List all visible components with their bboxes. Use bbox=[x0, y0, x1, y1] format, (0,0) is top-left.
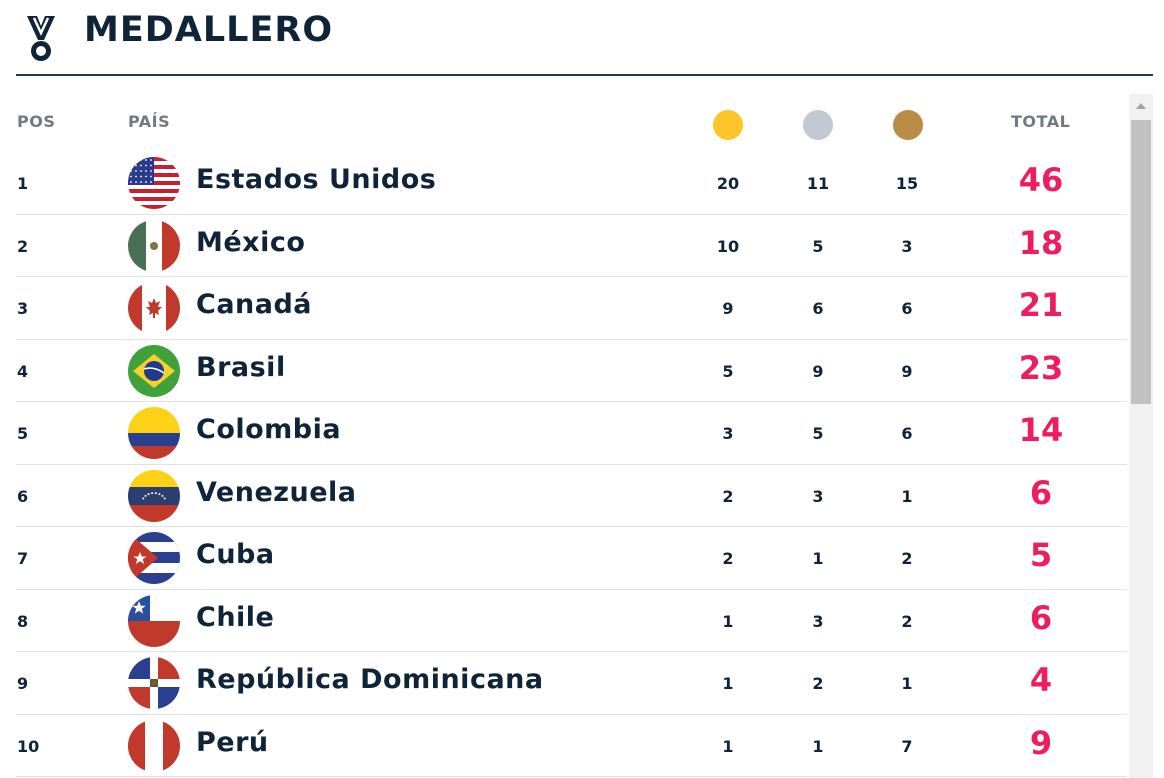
scrollbar[interactable] bbox=[1129, 94, 1153, 778]
page-header: MEDALLERO bbox=[16, 0, 1153, 76]
total-count: 6 bbox=[1029, 473, 1053, 512]
gold-count: 1 bbox=[722, 736, 734, 756]
flag-ven-icon bbox=[128, 469, 180, 522]
scroll-up-arrow-icon[interactable] bbox=[1129, 94, 1153, 118]
row-position: 9 bbox=[17, 674, 29, 693]
country-name: Cuba bbox=[196, 539, 275, 570]
total-count: 9 bbox=[1029, 723, 1053, 762]
bronze-count: 3 bbox=[901, 236, 913, 256]
bronze-count: 15 bbox=[895, 174, 919, 193]
column-header-total: TOTAL bbox=[1011, 112, 1071, 131]
bronze-count: 7 bbox=[901, 736, 913, 756]
row-position: 6 bbox=[17, 486, 29, 506]
gold-count: 10 bbox=[716, 236, 740, 256]
row-position: 10 bbox=[17, 736, 40, 756]
table-row: 9 República Dominicana 1 2 1 4 bbox=[16, 652, 1127, 715]
bronze-count: 6 bbox=[901, 424, 913, 443]
row-position: 5 bbox=[17, 424, 29, 443]
gold-count: 3 bbox=[722, 424, 734, 443]
total-count: 6 bbox=[1029, 598, 1053, 637]
row-position: 2 bbox=[17, 236, 29, 256]
gold-count: 1 bbox=[722, 611, 734, 631]
total-count: 46 bbox=[1018, 161, 1064, 199]
table-row: 5 Colombia 3 5 6 14 bbox=[16, 402, 1127, 465]
country-name: República Dominicana bbox=[196, 664, 544, 695]
gold-count: 9 bbox=[722, 299, 734, 318]
bronze-count: 6 bbox=[901, 299, 913, 318]
silver-count: 2 bbox=[812, 674, 824, 693]
row-position: 7 bbox=[17, 549, 29, 568]
country-name: México bbox=[196, 226, 306, 258]
gold-count: 5 bbox=[722, 361, 734, 381]
flag-mex-icon bbox=[128, 219, 180, 272]
table-row: 4 Brasil 5 9 9 23 bbox=[16, 340, 1127, 402]
silver-count: 6 bbox=[812, 299, 824, 318]
country-name: Venezuela bbox=[196, 476, 357, 508]
total-count: 21 bbox=[1018, 286, 1064, 324]
table-row: 10 Perú 1 1 7 9 bbox=[16, 715, 1127, 777]
bronze-count: 2 bbox=[901, 549, 913, 568]
country-name: Colombia bbox=[196, 414, 342, 445]
gold-medal-icon bbox=[713, 110, 743, 140]
silver-count: 1 bbox=[812, 549, 824, 568]
table-row: 1 Estados Unidos 20 11 15 46 bbox=[16, 152, 1127, 215]
silver-count: 1 bbox=[812, 736, 824, 756]
row-position: 8 bbox=[17, 611, 29, 631]
table-header: POS PAÍS TOTAL bbox=[0, 92, 1127, 152]
bronze-medal-icon bbox=[893, 110, 923, 140]
flag-chi-icon bbox=[128, 594, 180, 647]
flag-dom-icon bbox=[128, 657, 180, 709]
country-name: Perú bbox=[196, 726, 269, 758]
gold-count: 20 bbox=[716, 174, 740, 193]
flag-usa-icon bbox=[128, 157, 180, 209]
row-position: 3 bbox=[17, 299, 29, 318]
flag-bra-icon bbox=[128, 344, 180, 397]
silver-count: 5 bbox=[812, 424, 824, 443]
total-count: 14 bbox=[1018, 411, 1064, 449]
bronze-count: 1 bbox=[901, 674, 913, 693]
silver-count: 9 bbox=[812, 361, 824, 381]
silver-count: 5 bbox=[812, 236, 824, 256]
medal-table: POS PAÍS TOTAL 1 Estados Unidos 20 11 15 46 2 M… bbox=[0, 92, 1127, 778]
total-count: 5 bbox=[1029, 536, 1053, 574]
silver-count: 3 bbox=[812, 486, 824, 506]
flag-per-icon bbox=[128, 719, 180, 772]
gold-count: 2 bbox=[722, 549, 734, 568]
silver-count: 3 bbox=[812, 611, 824, 631]
total-count: 18 bbox=[1018, 223, 1064, 262]
flag-col-icon bbox=[128, 407, 180, 459]
table-row: 6 Venezuela 2 3 1 6 bbox=[16, 465, 1127, 527]
silver-medal-icon bbox=[803, 110, 833, 140]
country-name: Estados Unidos bbox=[196, 164, 437, 195]
bronze-count: 9 bbox=[901, 361, 913, 381]
row-position: 1 bbox=[17, 174, 29, 193]
country-name: Brasil bbox=[196, 351, 286, 383]
medal-icon bbox=[27, 16, 55, 61]
flag-can-icon bbox=[128, 282, 180, 334]
table-row: 3 Canadá 9 6 6 21 bbox=[16, 277, 1127, 340]
scroll-thumb[interactable] bbox=[1131, 120, 1151, 404]
silver-count: 11 bbox=[806, 174, 830, 193]
table-row: 7 Cuba 2 1 2 5 bbox=[16, 527, 1127, 590]
bronze-count: 1 bbox=[901, 486, 913, 506]
table-row: 8 Chile 1 3 2 6 bbox=[16, 590, 1127, 652]
country-name: Chile bbox=[196, 601, 275, 633]
row-position: 4 bbox=[17, 361, 29, 381]
column-header-pos: POS bbox=[17, 112, 56, 131]
country-name: Canadá bbox=[196, 289, 313, 320]
total-count: 23 bbox=[1018, 348, 1064, 387]
total-count: 4 bbox=[1029, 661, 1053, 699]
column-header-pais: PAÍS bbox=[128, 112, 171, 131]
gold-count: 1 bbox=[722, 674, 734, 693]
gold-count: 2 bbox=[722, 486, 734, 506]
table-body: 1 Estados Unidos 20 11 15 46 2 México 10 5 3 18 3 Can… bbox=[0, 152, 1127, 777]
page-title: MEDALLERO bbox=[84, 10, 334, 50]
bronze-count: 2 bbox=[901, 611, 913, 631]
table-row: 2 México 10 5 3 18 bbox=[16, 215, 1127, 277]
flag-cub-icon bbox=[128, 532, 180, 584]
